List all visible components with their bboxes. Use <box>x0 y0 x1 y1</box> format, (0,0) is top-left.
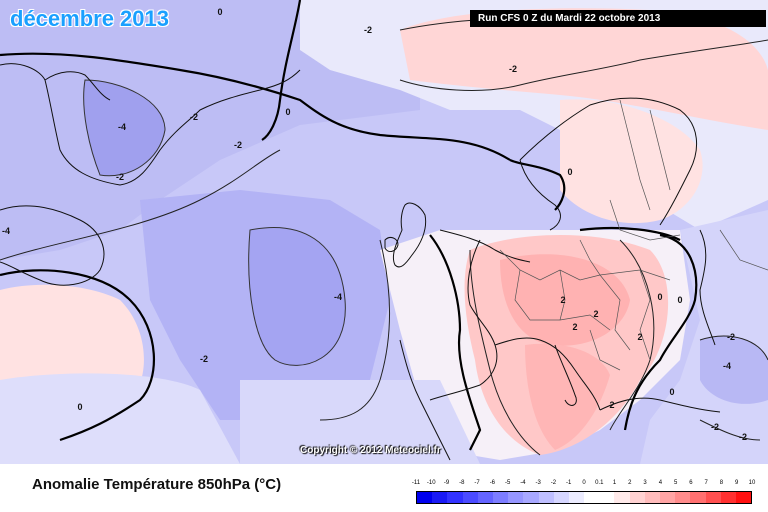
legend-tick-label: 7 <box>698 480 714 486</box>
legend-swatch <box>599 492 614 503</box>
legend-tick-label: -10 <box>423 480 439 486</box>
legend-panel: Anomalie Température 850hPa (°C) -11 -10-… <box>0 464 768 512</box>
contour-label: 0 <box>657 292 662 302</box>
temperature-anomaly-map: -2 0 -2 -2 -4 -2 0 -4 -2 0 -4 0 2 2 2 0 -4 -2 0 2 0 -2 -2 -2 2 d… <box>0 0 768 464</box>
legend-tick-label: -6 <box>484 480 500 486</box>
run-info-text: Run CFS 0 Z du Mardi 22 octobre 2013 <box>478 13 660 24</box>
legend-swatch <box>660 492 675 503</box>
contour-label: -2 <box>711 422 719 432</box>
contour-label: 0 <box>217 7 222 17</box>
legend-swatch <box>614 492 629 503</box>
contour-label: -4 <box>723 361 731 371</box>
map-title: décembre 2013 <box>10 6 169 32</box>
contour-label: -4 <box>334 292 342 302</box>
legend-tick-label: 10 <box>744 480 760 486</box>
legend-swatch <box>508 492 523 503</box>
legend-tick-row: -11 -10 -9 -8 -7 -6 -5 -4 -3 -2 -1 0 0.1 1 2 3 4 5 6 7 8 9 10 <box>416 480 752 490</box>
map-canvas: -2 0 -2 -2 -4 -2 0 -4 -2 0 -4 0 2 2 2 0 -4 -2 0 2 0 -2 -2 -2 2 <box>0 0 768 464</box>
contour-label: -2 <box>509 64 517 74</box>
contour-label: 2 <box>560 295 565 305</box>
legend-title: Anomalie Température 850hPa (°C) <box>32 476 281 493</box>
legend-tick-label: 0.1 <box>591 480 607 486</box>
legend-tick-label: -7 <box>469 480 485 486</box>
contour-label: -2 <box>727 332 735 342</box>
legend-tick-label: 2 <box>622 480 638 486</box>
contour-label: 0 <box>677 295 682 305</box>
legend-swatch <box>493 492 508 503</box>
contour-label: 2 <box>572 322 577 332</box>
legend-tick-label: -9 <box>439 480 455 486</box>
contour-label: -2 <box>739 432 747 442</box>
contour-label: 2 <box>593 309 598 319</box>
copyright-text: Copyright © 2012 Meteociel.fr <box>300 445 441 456</box>
legend-tick-label: -4 <box>515 480 531 486</box>
contour-label: -2 <box>116 172 124 182</box>
contour-label: 0 <box>77 402 82 412</box>
legend-swatch <box>675 492 690 503</box>
legend-tick-label: 5 <box>668 480 684 486</box>
legend-swatch <box>721 492 736 503</box>
legend-tick-label: -3 <box>530 480 546 486</box>
contour-label: -4 <box>2 226 10 236</box>
legend-tick-label: -5 <box>500 480 516 486</box>
contour-label: 0 <box>567 167 572 177</box>
contour-label: 2 <box>609 400 614 410</box>
legend-swatch <box>706 492 721 503</box>
legend-swatch <box>690 492 705 503</box>
legend-tick-label: 9 <box>729 480 745 486</box>
contour-label: -2 <box>200 354 208 364</box>
legend-swatch <box>539 492 554 503</box>
legend-tick-label: -1 <box>561 480 577 486</box>
legend-colorbar <box>416 491 752 504</box>
contour-label: -2 <box>190 112 198 122</box>
legend-tick-label: -11 <box>408 480 424 486</box>
legend-tick-label: 6 <box>683 480 699 486</box>
legend-tick-label: 3 <box>637 480 653 486</box>
legend-tick-label: 8 <box>713 480 729 486</box>
legend-tick-label: 0 <box>576 480 592 486</box>
legend-tick-label: -2 <box>545 480 561 486</box>
contour-label: -2 <box>234 140 242 150</box>
legend-swatch <box>463 492 478 503</box>
legend-swatch <box>584 492 599 503</box>
legend-swatch <box>478 492 493 503</box>
legend-swatch <box>554 492 569 503</box>
legend-swatch <box>736 492 751 503</box>
contour-label: -2 <box>364 25 372 35</box>
contour-label: -4 <box>118 122 126 132</box>
legend-swatch <box>630 492 645 503</box>
legend-tick-label: -8 <box>454 480 470 486</box>
legend-tick-label: 1 <box>607 480 623 486</box>
legend-swatch <box>523 492 538 503</box>
contour-label: 2 <box>637 332 642 342</box>
contour-label: 0 <box>285 107 290 117</box>
contour-label: 0 <box>669 387 674 397</box>
legend-swatch <box>569 492 584 503</box>
legend-swatch <box>417 492 432 503</box>
run-info-box: Run CFS 0 Z du Mardi 22 octobre 2013 <box>470 10 766 27</box>
legend-swatch <box>432 492 447 503</box>
legend-swatch <box>447 492 462 503</box>
legend-tick-label: 4 <box>652 480 668 486</box>
legend-swatch <box>645 492 660 503</box>
